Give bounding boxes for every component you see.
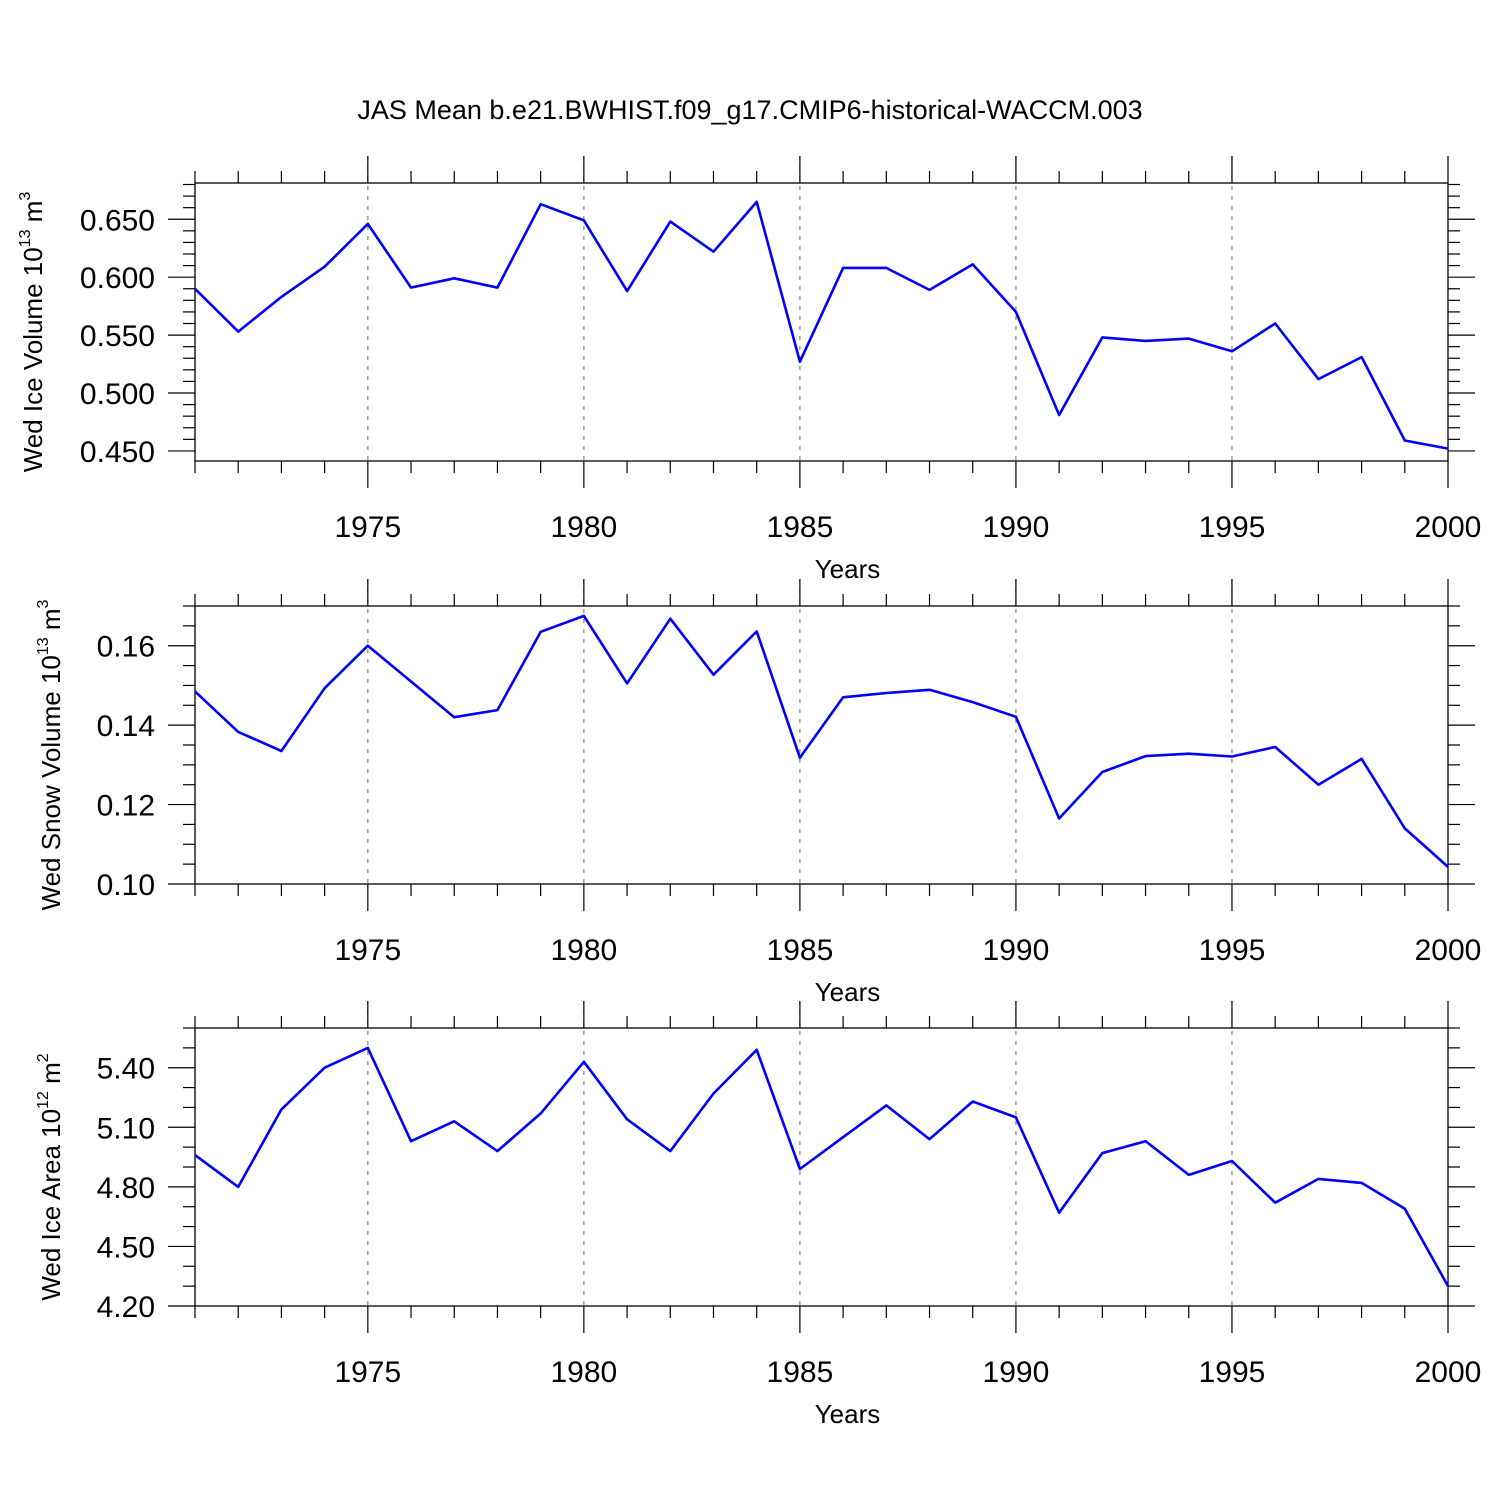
x-axis-title: Years — [815, 1399, 881, 1429]
y-tick-label: 0.550 — [80, 320, 155, 353]
y-tick-label: 0.450 — [80, 436, 155, 469]
x-tick-label: 1985 — [767, 934, 834, 967]
x-tick-label: 1975 — [334, 1356, 401, 1389]
y-axis-title-text: Wed Ice Volume 10 — [18, 247, 48, 472]
series-line-snow-volume — [194, 614, 1449, 868]
x-tick-label: 2000 — [1415, 511, 1482, 544]
plot-frame — [194, 605, 1449, 885]
y-axis-title: Wed Snow Volume 1013 m3 — [35, 599, 66, 910]
chart-title: JAS Mean b.e21.BWHIST.f09_g17.CMIP6-hist… — [357, 95, 1142, 125]
plot-frame — [194, 182, 1449, 462]
x-tick-label: 1990 — [983, 1356, 1050, 1389]
y-tick-label: 0.600 — [80, 262, 155, 295]
x-tick-label: 1995 — [1199, 1356, 1266, 1389]
x-tick-label: 2000 — [1415, 934, 1482, 967]
y-tick-label: 0.14 — [97, 710, 155, 743]
y-axis-title-exponent: 13 — [17, 229, 34, 247]
y-tick-label: 0.10 — [97, 869, 155, 902]
x-tick-label: 1980 — [550, 511, 617, 544]
x-tick-label: 1975 — [334, 934, 401, 967]
y-axis-title-unit-exponent: 2 — [35, 1053, 52, 1062]
x-axis-title: Years — [815, 554, 881, 584]
panel-snow-volume: 0.10 0.12 0.14 0.16 1975 1980 1985 1990 1995 2000… — [35, 579, 1481, 1007]
y-tick-label: 4.50 — [97, 1231, 155, 1264]
x-tick-label: 1980 — [550, 934, 617, 967]
x-tick-label: 2000 — [1415, 1356, 1482, 1389]
plot-frame — [194, 1027, 1449, 1307]
x-tick-label: 1985 — [767, 511, 834, 544]
panel-ice-volume: 0.450 0.500 0.550 0.600 0.650 1975 1980 1985 199… — [17, 156, 1481, 584]
x-tick-label: 1990 — [983, 934, 1050, 967]
y-axis-title-unit: m — [36, 1062, 66, 1091]
y-axis-title-exponent: 13 — [35, 637, 52, 655]
y-axis-title-unit: m — [18, 201, 48, 230]
y-tick-label: 0.16 — [97, 631, 155, 664]
y-tick-label: 4.20 — [97, 1291, 155, 1324]
y-axis-title-text: Wed Ice Area 10 — [36, 1109, 66, 1301]
y-tick-label: 4.80 — [97, 1172, 155, 1205]
panel-ice-area: 4.20 4.50 4.80 5.10 5.40 1975 1980 1985 1990 1995… — [35, 1001, 1481, 1429]
y-axis-title-exponent: 12 — [35, 1091, 52, 1109]
y-tick-label: 5.10 — [97, 1112, 155, 1145]
y-tick-label: 5.40 — [97, 1053, 155, 1086]
y-axis-title-unit-exponent: 3 — [17, 192, 34, 201]
x-tick-label: 1990 — [983, 511, 1050, 544]
y-tick-label: 0.12 — [97, 790, 155, 823]
y-axis-title-text: Wed Snow Volume 10 — [36, 655, 66, 910]
y-axis-title-unit-exponent: 3 — [35, 599, 52, 608]
y-tick-label: 0.650 — [80, 204, 155, 237]
y-tick-label: 0.500 — [80, 378, 155, 411]
x-tick-label: 1975 — [334, 511, 401, 544]
x-tick-label: 1995 — [1199, 511, 1266, 544]
series-line-ice-volume — [194, 200, 1449, 450]
x-axis-title: Years — [815, 977, 881, 1007]
x-tick-label: 1995 — [1199, 934, 1266, 967]
x-tick-label: 1980 — [550, 1356, 617, 1389]
series-line-ice-area — [194, 1046, 1450, 1287]
y-axis-title: Wed Ice Area 1012 m2 — [35, 1053, 66, 1300]
y-axis-title: Wed Ice Volume 1013 m3 — [17, 192, 48, 473]
x-tick-label: 1985 — [767, 1356, 834, 1389]
y-axis-title-unit: m — [36, 608, 66, 637]
